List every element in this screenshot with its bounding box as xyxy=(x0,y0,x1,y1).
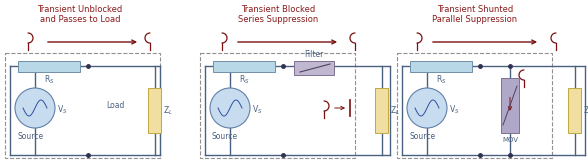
FancyBboxPatch shape xyxy=(568,88,581,133)
FancyBboxPatch shape xyxy=(501,78,519,133)
FancyBboxPatch shape xyxy=(148,88,161,133)
Text: Source: Source xyxy=(212,132,238,141)
Text: V$_S$: V$_S$ xyxy=(252,104,263,116)
Text: V$_S$: V$_S$ xyxy=(449,104,460,116)
Text: V$_S$: V$_S$ xyxy=(57,104,68,116)
FancyBboxPatch shape xyxy=(5,53,160,158)
Text: Z$_L$: Z$_L$ xyxy=(390,104,400,117)
Text: Source: Source xyxy=(409,132,435,141)
Text: Z$_L$: Z$_L$ xyxy=(163,104,173,117)
Text: Load: Load xyxy=(106,100,124,110)
FancyBboxPatch shape xyxy=(375,88,388,133)
Text: R$_S$: R$_S$ xyxy=(436,74,446,86)
Text: Filter: Filter xyxy=(305,50,323,59)
FancyBboxPatch shape xyxy=(200,53,355,158)
Text: Transient Blocked
Series Suppression: Transient Blocked Series Suppression xyxy=(238,5,318,24)
Text: Z$_L$: Z$_L$ xyxy=(583,104,588,117)
Text: Source: Source xyxy=(17,132,43,141)
FancyBboxPatch shape xyxy=(294,61,334,75)
FancyBboxPatch shape xyxy=(410,61,472,72)
FancyBboxPatch shape xyxy=(18,61,80,72)
Circle shape xyxy=(15,88,55,128)
Circle shape xyxy=(210,88,250,128)
Text: Transient Unblocked
and Passes to Load: Transient Unblocked and Passes to Load xyxy=(38,5,123,24)
Text: MOV: MOV xyxy=(502,137,518,143)
Text: R$_S$: R$_S$ xyxy=(44,74,54,86)
Text: R$_S$: R$_S$ xyxy=(239,74,249,86)
Text: Transient Shunted
Parallel Suppression: Transient Shunted Parallel Suppression xyxy=(432,5,517,24)
FancyBboxPatch shape xyxy=(213,61,275,72)
FancyBboxPatch shape xyxy=(397,53,552,158)
Circle shape xyxy=(407,88,447,128)
